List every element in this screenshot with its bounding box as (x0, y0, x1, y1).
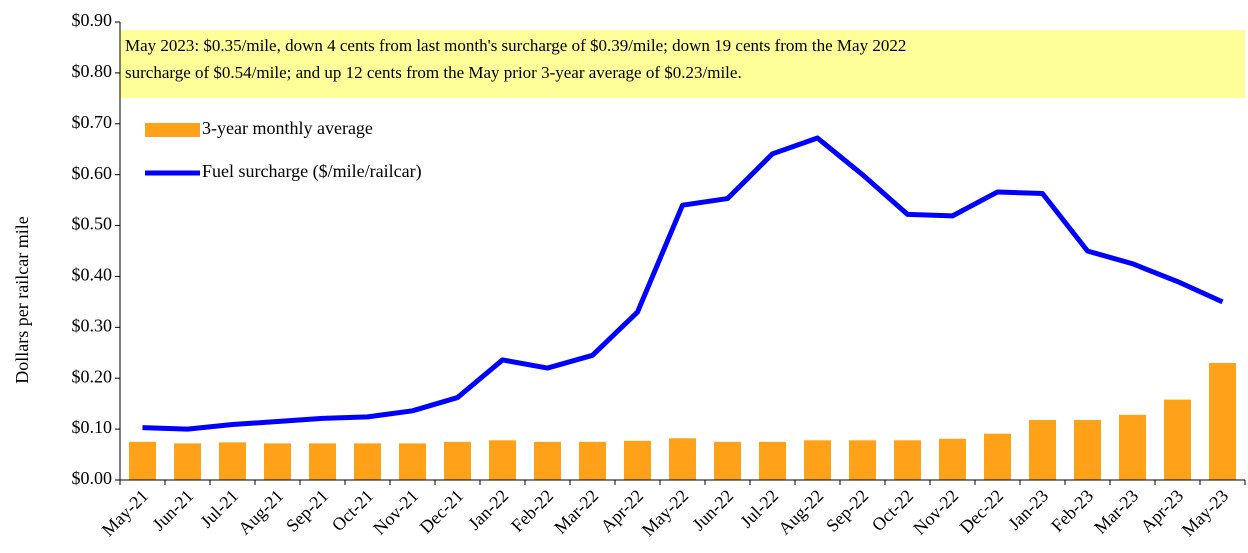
x-tick-label: Oct-22 (868, 486, 917, 535)
y-tick-label: $0.70 (72, 112, 113, 132)
y-tick-label: $0.90 (72, 10, 113, 30)
bar (579, 441, 606, 480)
bar (1164, 399, 1191, 480)
bar (849, 440, 876, 480)
bar (894, 440, 921, 480)
y-tick-label: $0.30 (72, 315, 113, 335)
legend-label: Fuel surcharge ($/mile/railcar) (202, 161, 422, 182)
bar (399, 443, 426, 480)
annotation-box (120, 30, 1245, 98)
line (142, 135, 1224, 432)
y-tick-label: $0.20 (72, 366, 113, 386)
y-tick-label: $0.80 (72, 61, 113, 81)
bar (174, 443, 201, 480)
bar (1029, 419, 1056, 480)
x-tick-label: Nov-21 (369, 486, 422, 539)
y-tick-label: $0.10 (72, 417, 113, 437)
x-tick-label: Sep-21 (282, 486, 332, 536)
y-tick-label: $0.50 (72, 214, 113, 234)
x-tick-label: Oct-21 (328, 486, 377, 535)
y-tick-label: $0.40 (72, 265, 113, 285)
bar (669, 438, 696, 480)
bar (759, 441, 786, 480)
bar (1119, 414, 1146, 480)
x-tick-label: May-23 (1178, 486, 1232, 540)
bar (444, 441, 471, 480)
annotation-line: May 2023: $0.35/mile, down 4 cents from … (125, 36, 906, 55)
x-tick-label: Jan-23 (1004, 486, 1052, 534)
x-tick-label: Dec-21 (416, 486, 468, 538)
bar (354, 443, 381, 480)
x-tick-label: Jun-21 (148, 486, 197, 535)
bar (309, 443, 336, 480)
x-tick-label: Jan-22 (464, 486, 512, 534)
legend-swatch (145, 123, 200, 137)
bar (714, 441, 741, 480)
bar (264, 443, 291, 480)
x-tick-label: Mar-22 (550, 486, 602, 538)
x-tick-label: Feb-23 (1047, 486, 1097, 536)
bar (804, 440, 831, 480)
bar (489, 440, 516, 480)
x-tick-label: May-22 (638, 486, 692, 540)
x-tick-label: Aug-21 (234, 486, 287, 539)
x-tick-label: Jun-22 (688, 486, 737, 535)
y-tick-label: $0.60 (72, 163, 113, 183)
legend-label: 3-year monthly average (202, 118, 373, 138)
bar (624, 440, 651, 480)
y-tick-label: $0.00 (72, 468, 113, 488)
bar (1074, 419, 1101, 480)
x-tick-label: Aug-22 (774, 486, 827, 539)
y-axis-label: Dollars per railcar mile (12, 216, 32, 383)
annotation-line: surcharge of $0.54/mile; and up 12 cents… (125, 63, 742, 82)
bar (1209, 362, 1236, 480)
bar (534, 441, 561, 480)
bar (984, 433, 1011, 480)
x-tick-label: Mar-23 (1090, 486, 1142, 538)
bar (219, 442, 246, 480)
x-tick-label: Feb-22 (507, 486, 557, 536)
x-tick-label: Nov-22 (909, 486, 962, 539)
x-tick-label: Sep-22 (822, 486, 872, 536)
bar (939, 438, 966, 480)
x-tick-label: May-21 (98, 486, 152, 540)
x-tick-label: Dec-22 (956, 486, 1008, 538)
bar (129, 441, 156, 480)
